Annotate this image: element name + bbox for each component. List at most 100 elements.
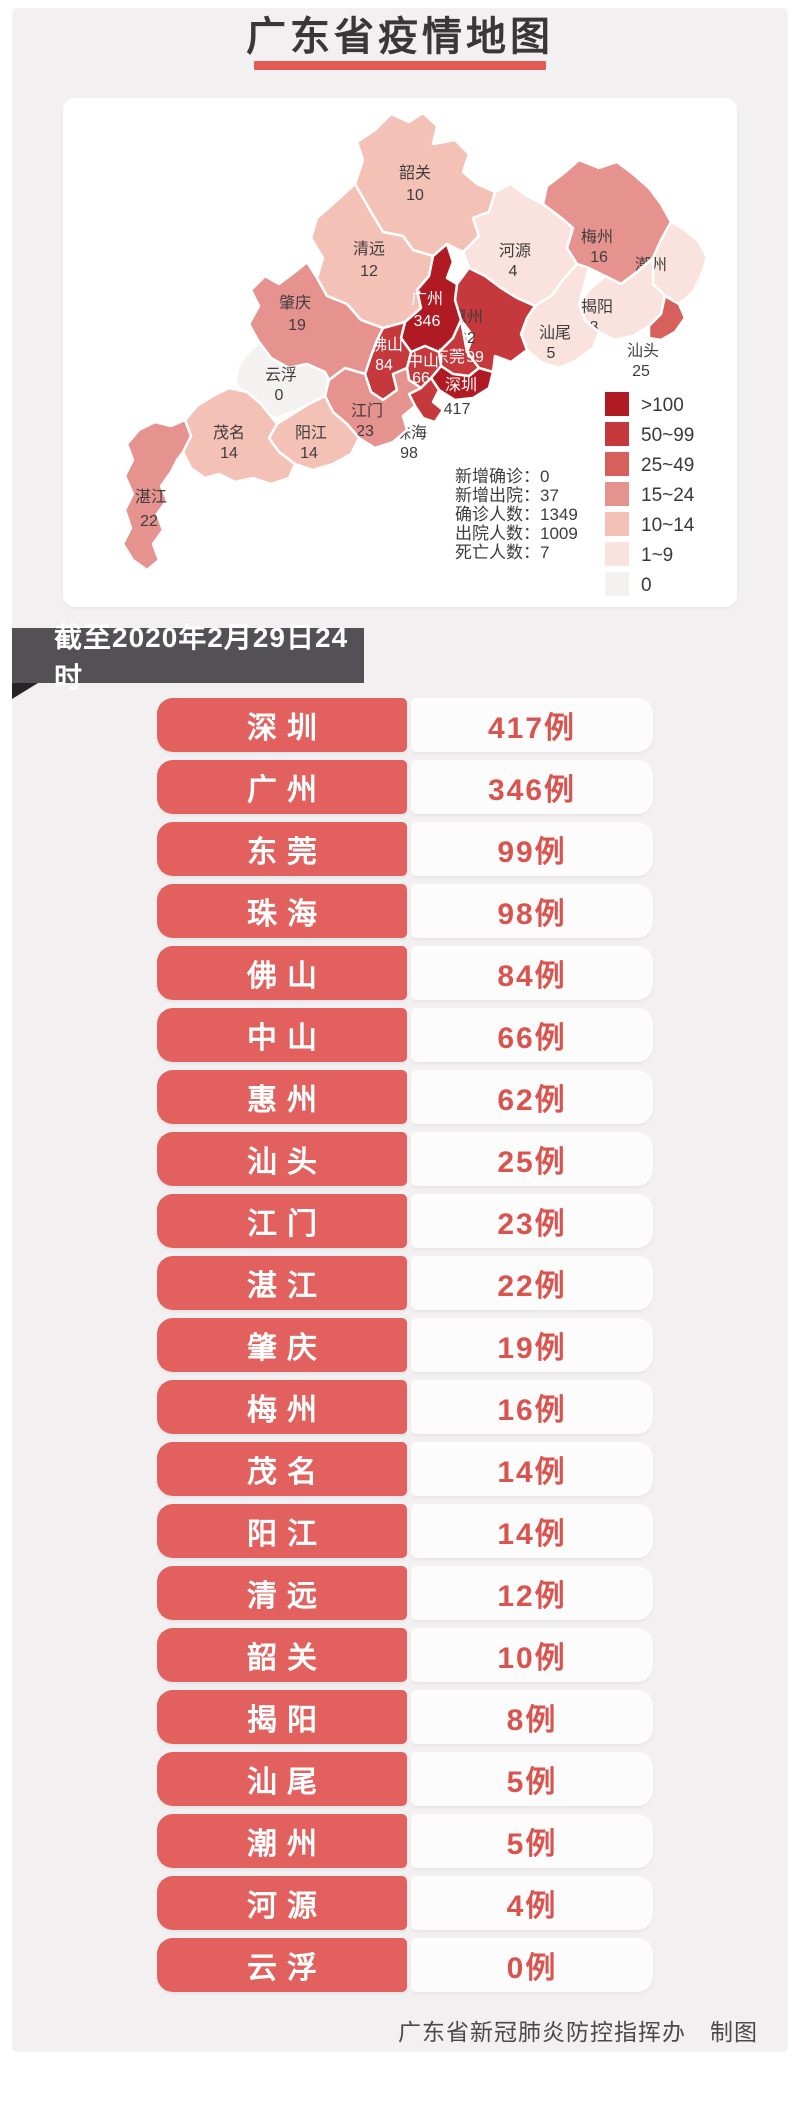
region-label: 佛山 (371, 336, 403, 354)
region-value: 25 (632, 363, 650, 380)
infographic-page: 广东省疫情地图 韶关 10 清远 12 河源 4 梅州 (12, 8, 788, 2052)
region-label: 河源 (499, 242, 531, 260)
table-row-value: 12例 (411, 1566, 653, 1620)
map-region-yangjiang: 阳江 14 (267, 394, 361, 472)
footer-credit: 广东省新冠肺炎防控指挥办 制图 (398, 2019, 758, 2045)
table-row: 佛山 84例 (157, 946, 653, 1000)
region-value: 14 (300, 445, 318, 462)
table-row-city: 韶关 (157, 1628, 407, 1682)
region-shape-shantou (647, 294, 687, 342)
table-row: 深圳 417例 (157, 698, 653, 752)
region-value: 5 (547, 345, 556, 362)
region-value: 0 (275, 387, 284, 404)
table-row-value: 346例 (411, 760, 653, 814)
legend-label: 15~24 (641, 485, 695, 506)
table-row: 广州 346例 (157, 760, 653, 814)
cases-table: 深圳 417例 广州 346例 东莞 99例 珠海 98例 佛山 84例 中山 … (12, 698, 788, 2000)
table-row: 清远 12例 (157, 1566, 653, 1620)
map-panel: 韶关 10 清远 12 河源 4 梅州 16 潮州 5 (63, 98, 737, 607)
table-row: 汕头 25例 (157, 1132, 653, 1186)
table-row-value: 0例 (411, 1938, 653, 1992)
region-value: 19 (288, 317, 306, 334)
table-row-city: 珠海 (157, 884, 407, 938)
stat-total-confirmed: 确诊人数：1349 (455, 505, 578, 524)
legend-label: 1~9 (641, 545, 673, 566)
table-row-value: 5例 (411, 1752, 653, 1806)
legend-swatch (605, 422, 629, 446)
header: 广东省疫情地图 (12, 14, 788, 70)
table-row: 惠州 62例 (157, 1070, 653, 1124)
map-stats: 新增确诊：0 新增出院：37 确诊人数：1349 出院人数：1009 死亡人数：… (455, 467, 578, 562)
map-legend: >100 50~99 25~49 15~24 10~14 1~9 0 (605, 392, 695, 596)
table-row-city: 汕尾 (157, 1752, 407, 1806)
map-region-maoming: 茂名 14 (181, 386, 297, 486)
stat-new-confirmed: 新增确诊：0 (455, 467, 549, 486)
stat-deaths: 死亡人数：7 (455, 543, 549, 562)
map-region-zhaoqing: 肇庆 19 (247, 260, 385, 382)
table-row-city: 广州 (157, 760, 407, 814)
table-row: 潮州 5例 (157, 1814, 653, 1868)
legend-label: 10~14 (641, 515, 695, 536)
table-row-city: 茂名 (157, 1442, 407, 1496)
banner-fold (12, 683, 38, 699)
table-row: 湛江 22例 (157, 1256, 653, 1310)
table-row: 中山 66例 (157, 1008, 653, 1062)
table-row-value: 8例 (411, 1690, 653, 1744)
legend-label: >100 (641, 395, 684, 416)
table-row: 梅州 16例 (157, 1380, 653, 1434)
region-label: 汕尾 (539, 324, 571, 342)
region-value: 417 (444, 401, 471, 418)
table-row: 汕尾 5例 (157, 1752, 653, 1806)
table-row-value: 14例 (411, 1442, 653, 1496)
table-row-city: 潮州 (157, 1814, 407, 1868)
table-row-city: 肇庆 (157, 1318, 407, 1372)
table-row-value: 25例 (411, 1132, 653, 1186)
date-banner-text: 截至2020年2月29日24时 (54, 621, 349, 693)
map-region-shantou: 汕头 25 (627, 294, 687, 380)
table-row-city: 中山 (157, 1008, 407, 1062)
region-value: 346 (414, 313, 441, 330)
region-label: 江门 (351, 402, 383, 420)
region-label: 广州 (411, 290, 443, 308)
table-row-city: 揭阳 (157, 1690, 407, 1744)
table-row: 东莞 99例 (157, 822, 653, 876)
region-value: 10 (406, 187, 424, 204)
region-label: 清远 (353, 240, 385, 258)
region-label: 湛江 (135, 488, 167, 506)
table-row-value: 98例 (411, 884, 653, 938)
table-row-city: 汕头 (157, 1132, 407, 1186)
table-row-value: 84例 (411, 946, 653, 1000)
table-row-value: 10例 (411, 1628, 653, 1682)
table-row-city: 河源 (157, 1876, 407, 1930)
region-value: 16 (590, 249, 608, 266)
legend-swatch (605, 452, 629, 476)
table-row: 江门 23例 (157, 1194, 653, 1248)
region-shape-meizhou (541, 158, 673, 286)
region-value: 14 (220, 445, 238, 462)
title-underline (254, 61, 546, 70)
table-row-city: 东莞 (157, 822, 407, 876)
legend-swatch (605, 392, 629, 416)
region-label: 云浮 (265, 366, 297, 384)
region-label: 梅州 (581, 228, 613, 246)
table-row-value: 23例 (411, 1194, 653, 1248)
region-value: 4 (509, 263, 518, 280)
region-label: 揭阳 (581, 298, 613, 316)
table-row-city: 江门 (157, 1194, 407, 1248)
table-row-value: 62例 (411, 1070, 653, 1124)
legend-label: 50~99 (641, 425, 694, 446)
region-label: 中山 (407, 352, 439, 370)
table-row-value: 417例 (411, 698, 653, 752)
table-row-value: 19例 (411, 1318, 653, 1372)
region-shape-zhanjiang (121, 418, 193, 572)
table-row-city: 深圳 (157, 698, 407, 752)
date-banner: 截至2020年2月29日24时 (12, 622, 364, 693)
table-row-city: 清远 (157, 1566, 407, 1620)
table-row-city: 梅州 (157, 1380, 407, 1434)
table-row-value: 22例 (411, 1256, 653, 1310)
legend-label: 25~49 (641, 455, 694, 476)
legend-label: 0 (641, 575, 652, 596)
table-row: 肇庆 19例 (157, 1318, 653, 1372)
table-row-city: 佛山 (157, 946, 407, 1000)
region-label: 汕头 (627, 342, 659, 360)
